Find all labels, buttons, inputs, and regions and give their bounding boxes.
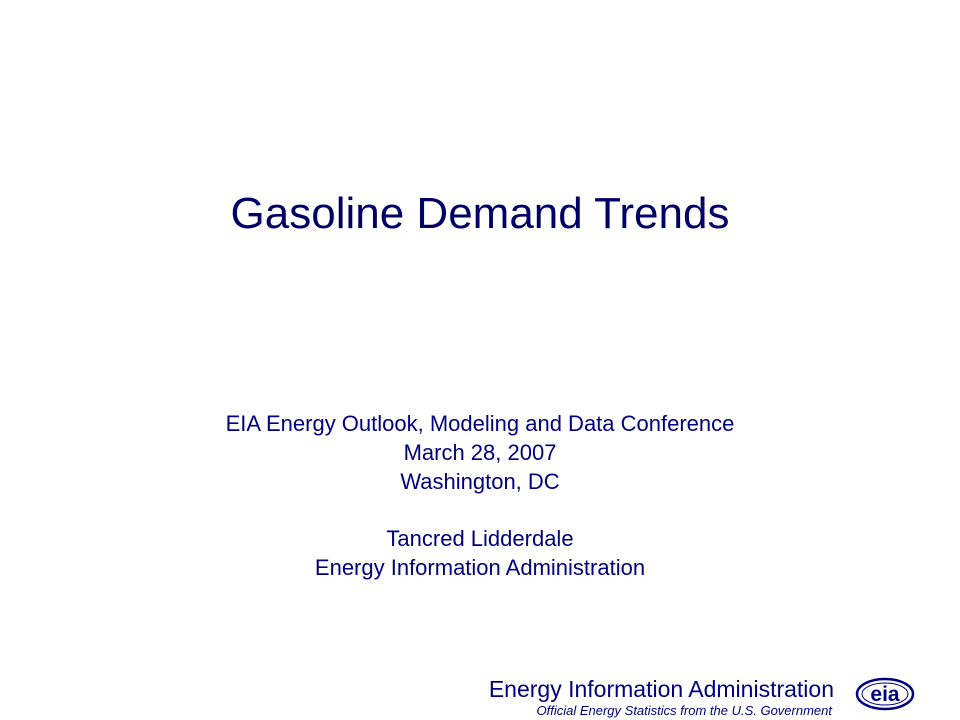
slide-subtitle: EIA Energy Outlook, Modeling and Data Co… [0, 409, 960, 582]
conference-location: Washington, DC [400, 469, 560, 494]
eia-logo-icon: eia [855, 677, 915, 711]
presenter-affiliation: Energy Information Administration [314, 555, 646, 580]
footer-tagline: Official Energy Statistics from the U.S.… [536, 703, 833, 718]
slide-title: Gasoline Demand Trends [230, 189, 730, 238]
conference-date: March 28, 2007 [403, 440, 557, 465]
presenter-name: Tancred Lidderdale [386, 526, 574, 551]
spacer [0, 496, 960, 524]
footer-organization: Energy Information Administration [488, 676, 834, 702]
logo-text: eia [870, 683, 900, 706]
conference-name: EIA Energy Outlook, Modeling and Data Co… [225, 411, 735, 436]
